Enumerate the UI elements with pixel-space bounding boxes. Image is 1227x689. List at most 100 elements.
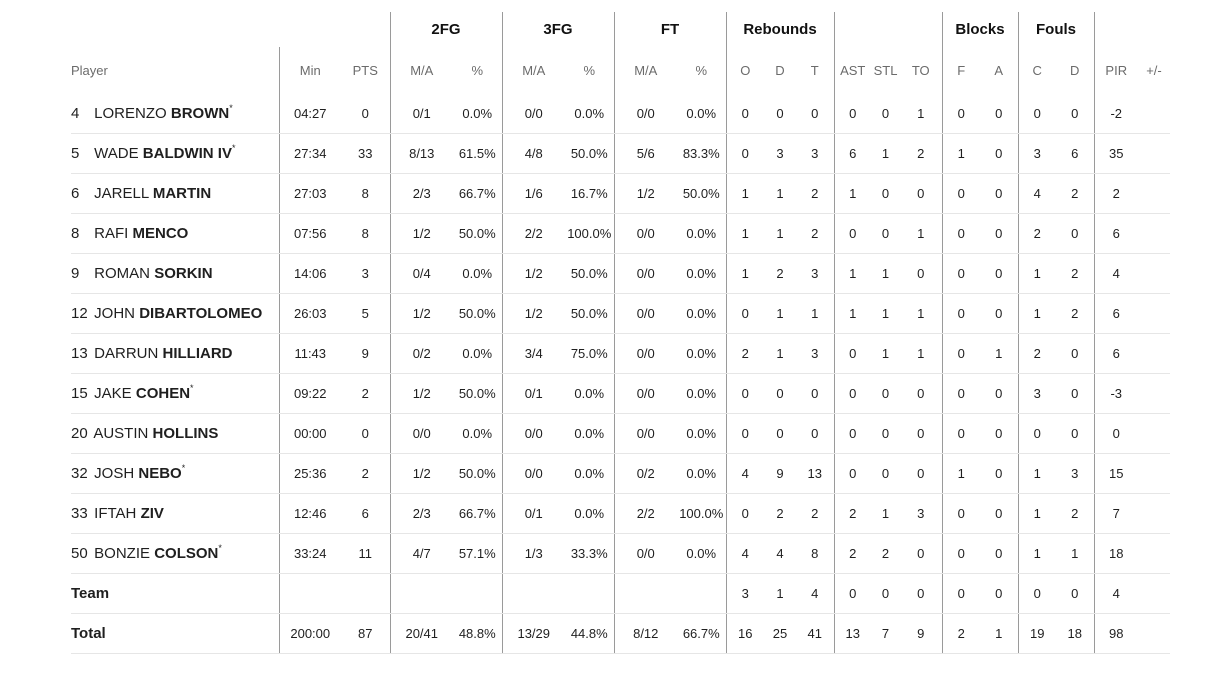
stat-reb-d: 25 [764,613,796,654]
col-foul-d[interactable]: D [1070,63,1080,78]
player-number: 6 [71,185,80,202]
stat-blk-a: 0 [980,213,1018,254]
col-ast[interactable]: AST [833,47,871,94]
col-reb-o[interactable]: O [725,47,764,94]
stat-foul-d: 2 [1056,253,1094,294]
player-row[interactable]: 13 DARRUN HILLIARD 11:43 9 0/2 0.0% 3/4 75.0% 0… [71,333,1170,374]
player-cell[interactable]: 12 JOHN DIBARTOLOMEO [71,293,279,334]
player-first-name: LORENZO [94,105,167,122]
stat-foul-d: 0 [1056,333,1094,374]
stat-reb-d: 1 [764,173,796,214]
stat-2fg-pct: 50.0% [453,293,502,334]
stat-to: 1 [900,333,942,374]
stat-blk-f: 1 [941,453,980,494]
col-3fg-pct[interactable]: % [583,63,596,78]
col-ft-pct[interactable]: % [695,63,708,78]
col-pir[interactable]: PIR [1093,47,1138,94]
stat-min: 07:56 [278,213,341,254]
stat-plus-minus [1138,213,1170,254]
col-reb-d[interactable]: D [775,63,785,78]
stat-2fg-ma: 1/2 [389,453,453,494]
stat-3fg-ma: 3/4 [501,333,565,374]
col-player[interactable]: Player [71,63,108,78]
stat-reb-d: 0 [764,373,796,414]
stat-foul-c: 0 [1017,573,1056,614]
stat-3fg-ma: 0/0 [501,453,565,494]
stat-3fg-ma: 13/29 [501,613,565,654]
stat-pts: 87 [341,613,390,654]
player-row[interactable]: 15 JAKE COHEN* 09:22 2 1/2 50.0% 0/1 0.0% 0/0 0.… [71,373,1170,414]
stat-min: 27:03 [278,173,341,214]
stat-3fg-ma: 0/1 [501,373,565,414]
player-cell[interactable]: 13 DARRUN HILLIARD [71,333,279,374]
player-row[interactable]: 9 ROMAN SORKIN 14:06 3 0/4 0.0% 1/2 50.0% 0/0 0.… [71,253,1170,294]
col-3fg-ma[interactable]: M/A [501,47,565,94]
player-row[interactable]: 12 JOHN DIBARTOLOMEO 26:03 5 1/2 50.0% 1/2 50.… [71,293,1170,334]
stat-ft-ma: 0/0 [613,213,677,254]
col-min[interactable]: Min [278,47,341,94]
stat-ast: 1 [833,293,871,334]
player-row[interactable]: 6 JARELL MARTIN 27:03 8 2/3 66.7% 1/6 16.7% 1/2… [71,173,1170,214]
col-reb-t[interactable]: T [810,63,819,78]
col-plus-minus[interactable]: +/- [1146,63,1162,78]
boxscore-body: 4 LORENZO BROWN* 04:27 0 0/1 0.0% 0/0 0.0% 0/0 0… [71,94,1170,654]
player-cell[interactable]: 6 JARELL MARTIN [71,173,279,214]
player-cell[interactable]: 32 JOSH NEBO* [71,453,279,494]
player-cell[interactable]: 5 WADE BALDWIN IV* [71,133,279,174]
total-label: Total [71,613,279,654]
col-pts[interactable]: PTS [352,63,378,78]
player-cell[interactable]: 33 IFTAH ZIV [71,493,279,534]
player-row[interactable]: 5 WADE BALDWIN IV* 27:34 33 8/13 61.5% 4/8 50.… [71,133,1170,174]
stat-blk-f: 0 [941,94,980,134]
stat-foul-c: 1 [1017,533,1056,574]
player-cell[interactable]: 9 ROMAN SORKIN [71,253,279,294]
player-row[interactable]: 33 IFTAH ZIV 12:46 6 2/3 66.7% 0/1 0.0% 2/2 100.… [71,493,1170,534]
player-cell[interactable]: 15 JAKE COHEN* [71,373,279,414]
stat-ft-pct: 0.0% [677,293,726,334]
stat-blk-a: 0 [980,533,1018,574]
player-number: 13 [71,345,88,362]
stat-blk-f: 0 [941,213,980,254]
player-cell[interactable]: 4 LORENZO BROWN* [71,94,279,134]
player-cell[interactable]: 20 AUSTIN HOLLINS [71,413,279,454]
stat-reb-o: 1 [725,173,764,214]
player-row[interactable]: 50 BONZIE COLSON* 33:24 11 4/7 57.1% 1/3 33.3%… [71,533,1170,574]
player-row[interactable]: 32 JOSH NEBO* 25:36 2 1/2 50.0% 0/0 0.0% 0/2 0.0… [71,453,1170,494]
stat-to: 3 [900,493,942,534]
stat-pir: 6 [1093,333,1138,374]
stat-to: 0 [900,373,942,414]
starter-mark: * [181,463,186,473]
stat-foul-c: 2 [1017,213,1056,254]
col-ft-ma[interactable]: M/A [613,47,677,94]
col-to[interactable]: TO [911,63,930,78]
player-cell[interactable]: 8 RAFI MENCO [71,213,279,254]
player-number: 9 [71,265,80,282]
col-stl[interactable]: STL [873,63,898,78]
player-row[interactable]: 8 RAFI MENCO 07:56 8 1/2 50.0% 2/2 100.0% 0/0 0.… [71,213,1170,254]
stat-ast: 6 [833,133,871,174]
player-number: 4 [71,105,80,122]
stat-pir: 98 [1093,613,1138,654]
stat-to: 1 [900,94,942,134]
stat-ft-pct: 0.0% [677,453,726,494]
stat-foul-c: 4 [1017,173,1056,214]
player-row[interactable]: 4 LORENZO BROWN* 04:27 0 0/1 0.0% 0/0 0.0% 0/0 0… [71,94,1170,134]
stat-3fg-pct: 0.0% [565,493,614,534]
player-last-name: HILLIARD [162,345,233,362]
stat-pir: 4 [1093,253,1138,294]
stat-blk-f: 0 [941,173,980,214]
col-blk-a[interactable]: A [994,63,1004,78]
col-2fg-ma[interactable]: M/A [389,47,453,94]
stat-ast: 2 [833,493,871,534]
col-2fg-pct[interactable]: % [471,63,484,78]
stat-3fg-pct: 50.0% [565,253,614,294]
col-blk-f[interactable]: F [941,47,980,94]
player-row[interactable]: 20 AUSTIN HOLLINS 00:00 0 0/0 0.0% 0/0 0.0% 0/0… [71,413,1170,454]
stat-min: 27:34 [278,133,341,174]
stat-blk-a: 0 [980,173,1018,214]
player-cell[interactable]: 50 BONZIE COLSON* [71,533,279,574]
col-foul-c[interactable]: C [1017,47,1056,94]
stat-reb-o: 0 [725,373,764,414]
stat-reb-o: 2 [725,333,764,374]
